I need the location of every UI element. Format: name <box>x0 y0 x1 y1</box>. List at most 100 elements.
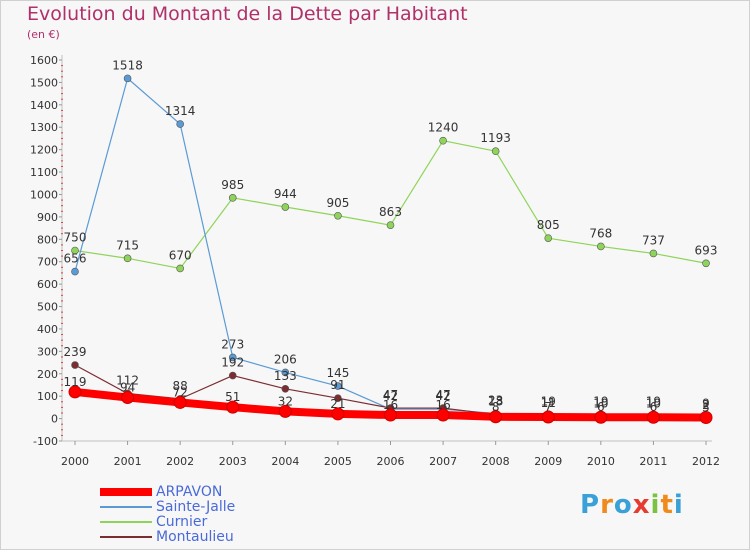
data-point <box>123 254 132 263</box>
y-tick-label: 400 <box>37 323 58 336</box>
data-label: 6 <box>650 400 658 414</box>
data-point <box>384 408 397 422</box>
data-label: 19 <box>593 394 608 408</box>
data-label: 21 <box>330 397 345 411</box>
logo-letter: i <box>650 490 661 520</box>
y-tick-label: 1100 <box>30 166 58 179</box>
data-label: 88 <box>173 379 188 393</box>
y-tick-label: 1400 <box>30 99 58 112</box>
data-point <box>228 353 237 362</box>
data-point <box>331 407 345 421</box>
data-label: 9 <box>702 397 710 411</box>
data-point <box>281 384 290 393</box>
legend-label: Sainte-Jalle <box>156 499 236 515</box>
data-label: 670 <box>169 248 192 262</box>
logo-letter: P <box>580 490 601 520</box>
data-label: 239 <box>64 345 87 359</box>
y-tick-label: 200 <box>37 368 58 381</box>
line-chart: -100 0 100 200 300 400 500 600 700 800 900 1000 1100… <box>30 54 720 468</box>
x-tick-label: 2001 <box>114 455 142 468</box>
x-tick-label: 2000 <box>61 455 89 468</box>
data-label: 112 <box>116 373 139 387</box>
data-label: 750 <box>64 231 87 245</box>
chart-subtitle: (en €) <box>27 28 60 41</box>
x-tick-label: 2012 <box>692 455 720 468</box>
y-tick-label: -100 <box>33 435 58 448</box>
data-point <box>228 371 237 380</box>
y-tick-label: 100 <box>37 390 58 403</box>
data-point <box>646 410 660 424</box>
y-tick-label: 1200 <box>30 144 58 157</box>
x-tick-label: 2007 <box>429 455 457 468</box>
logo-letter: i <box>673 490 684 520</box>
data-label: 94 <box>120 381 135 395</box>
data-label: 5 <box>702 400 710 414</box>
x-tick-label: 2009 <box>534 455 562 468</box>
logo-letter: r <box>600 490 614 520</box>
data-label: 1193 <box>480 131 511 145</box>
legend-swatch <box>100 536 152 538</box>
data-point <box>281 203 290 211</box>
data-label: 905 <box>326 196 349 210</box>
legend-label: Curnier <box>156 514 208 530</box>
y-tick-label: 700 <box>37 256 58 269</box>
data-point <box>386 221 395 229</box>
data-point <box>702 259 710 268</box>
data-label: 42 <box>383 389 398 403</box>
y-tick-label: 500 <box>37 301 58 314</box>
data-label: 1314 <box>165 104 196 118</box>
data-label: 145 <box>326 366 349 380</box>
data-point <box>699 410 713 424</box>
data-point <box>68 385 82 399</box>
data-point <box>489 410 503 424</box>
data-label: 72 <box>173 385 188 399</box>
y-tick-label: 600 <box>37 278 58 291</box>
data-label: 715 <box>116 238 139 252</box>
data-label: 10 <box>646 396 661 410</box>
y-tick-label: 1000 <box>30 188 58 201</box>
data-point <box>649 249 658 258</box>
data-label: 863 <box>379 205 402 219</box>
data-point <box>594 410 608 424</box>
data-point <box>334 382 342 390</box>
data-label: 273 <box>221 337 244 351</box>
data-point <box>71 267 79 276</box>
x-tick-label: 2002 <box>166 455 194 468</box>
x-tick-label: 2003 <box>219 455 247 468</box>
data-label: 944 <box>274 187 297 201</box>
data-label: 8 <box>492 400 500 414</box>
data-point <box>439 136 447 145</box>
chart-title: Evolution du Montant de la Dette par Hab… <box>27 3 468 25</box>
data-point <box>123 74 132 83</box>
data-point <box>281 368 290 377</box>
data-label: 23 <box>488 393 503 407</box>
legend-item-montaulieu: Montaulieu <box>100 529 234 545</box>
data-label: 805 <box>537 218 560 232</box>
data-label: 42 <box>435 389 450 403</box>
data-point <box>334 394 342 402</box>
data-label: 1240 <box>428 121 459 135</box>
y-tick-label: 300 <box>37 345 58 358</box>
data-label: 91 <box>330 378 345 392</box>
data-point <box>541 410 555 424</box>
data-label: 656 <box>64 252 87 266</box>
data-label: 2 <box>702 398 710 412</box>
x-tick-label: 2008 <box>482 455 510 468</box>
data-label: 51 <box>225 390 240 404</box>
legend-swatch <box>100 506 152 508</box>
logo-letter: t <box>660 490 674 520</box>
data-point <box>491 147 500 156</box>
data-label: 119 <box>64 375 87 389</box>
logo-letter: x <box>632 490 651 520</box>
data-label: 18 <box>488 395 503 409</box>
data-point <box>436 408 450 422</box>
y-tick-label: 900 <box>37 211 58 224</box>
data-label: 7 <box>544 400 552 414</box>
data-point <box>544 234 553 242</box>
data-label: 737 <box>642 233 665 247</box>
data-point <box>226 400 240 414</box>
y-tick-label: 1300 <box>30 121 58 134</box>
data-label: 6 <box>597 400 605 414</box>
x-tick-label: 2011 <box>639 455 667 468</box>
